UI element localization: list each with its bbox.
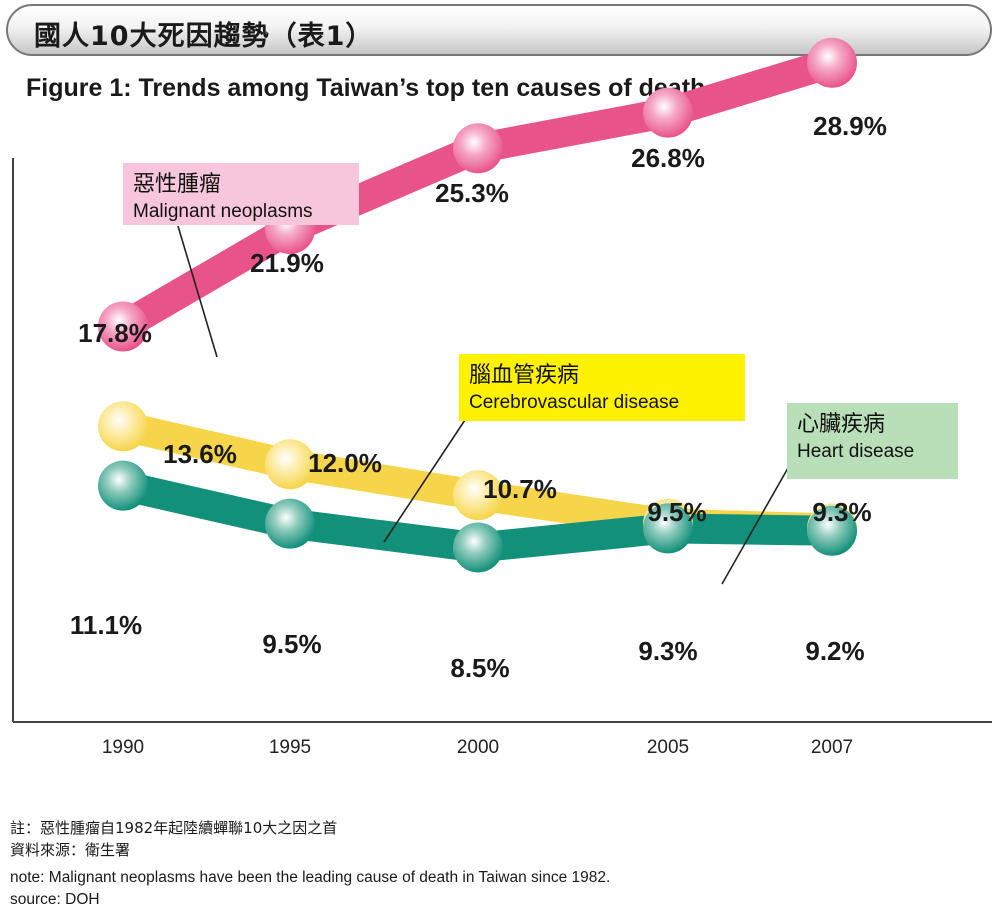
data-label: 13.6% bbox=[163, 439, 237, 469]
data-label: 9.5% bbox=[262, 629, 321, 659]
data-label: 17.8% bbox=[78, 318, 152, 348]
legend-label-en: Cerebrovascular disease bbox=[469, 392, 679, 413]
data-point bbox=[453, 522, 503, 573]
legend-label-en: Heart disease bbox=[797, 441, 914, 462]
footnote-en: note: Malignant neoplasms have been the … bbox=[10, 869, 611, 886]
x-tick-label: 2007 bbox=[811, 737, 853, 758]
data-point bbox=[265, 439, 315, 490]
legend-background bbox=[787, 403, 958, 479]
leader-line bbox=[721, 467, 789, 585]
source-zh: 資料來源：衛生署 bbox=[10, 841, 131, 859]
data-point bbox=[453, 470, 503, 521]
legend-background bbox=[123, 163, 359, 225]
legend-label-zh: 心臟疾病 bbox=[797, 412, 885, 437]
data-point bbox=[453, 123, 503, 174]
x-tick-label: 2000 bbox=[457, 737, 499, 758]
data-label: 9.3% bbox=[638, 636, 697, 666]
data-point bbox=[807, 37, 857, 88]
data-point bbox=[98, 301, 148, 352]
data-label: 9.2% bbox=[805, 636, 864, 666]
data-label: 26.8% bbox=[631, 143, 705, 173]
footnotes: 註：惡性腫瘤自1982年起陸續蟬聯10大之因之首 資料來源：衛生署 note: … bbox=[10, 817, 610, 911]
legend-label-en: Malignant neoplasms bbox=[133, 201, 313, 222]
data-point bbox=[98, 460, 148, 511]
data-point bbox=[807, 505, 857, 556]
x-tick-label: 1995 bbox=[269, 737, 311, 758]
legend-background bbox=[459, 354, 745, 421]
data-label: 21.9% bbox=[250, 248, 324, 278]
data-point bbox=[98, 401, 148, 452]
data-label: 8.5% bbox=[450, 653, 509, 683]
title-banner: 國人10大死因趨勢（表1） bbox=[6, 4, 992, 56]
data-label: 25.3% bbox=[435, 178, 509, 208]
data-label: 28.9% bbox=[813, 111, 887, 141]
data-label: 11.1% bbox=[70, 610, 142, 640]
data-label: 9.5% bbox=[647, 497, 706, 527]
data-point bbox=[643, 87, 693, 138]
legend-box: 腦血管疾病 Cerebrovascular disease bbox=[459, 354, 745, 421]
legend-label-zh: 腦血管疾病 bbox=[469, 363, 579, 388]
data-label: 10.7% bbox=[483, 474, 557, 504]
legend-box: 心臟疾病 Heart disease bbox=[787, 403, 958, 479]
data-label: 9.3% bbox=[812, 497, 871, 527]
data-point bbox=[265, 498, 315, 549]
source-en: source: DOH bbox=[10, 891, 100, 908]
legend-box: 惡性腫瘤 Malignant neoplasms bbox=[123, 163, 359, 225]
x-tick-label: 2005 bbox=[647, 737, 689, 758]
leader-line bbox=[177, 225, 218, 358]
data-label: 12.0% bbox=[308, 448, 382, 478]
footnote-zh: 註：惡性腫瘤自1982年起陸續蟬聯10大之因之首 bbox=[10, 819, 338, 837]
data-point bbox=[643, 503, 693, 554]
legend-label-zh: 惡性腫瘤 bbox=[133, 172, 221, 197]
chart-title-zh: 國人10大死因趨勢（表1） bbox=[34, 21, 374, 52]
x-tick-label: 1990 bbox=[102, 737, 144, 758]
chart-title-en: Figure 1: Trends among Taiwan’s top ten … bbox=[26, 74, 706, 102]
leader-line bbox=[383, 419, 466, 543]
